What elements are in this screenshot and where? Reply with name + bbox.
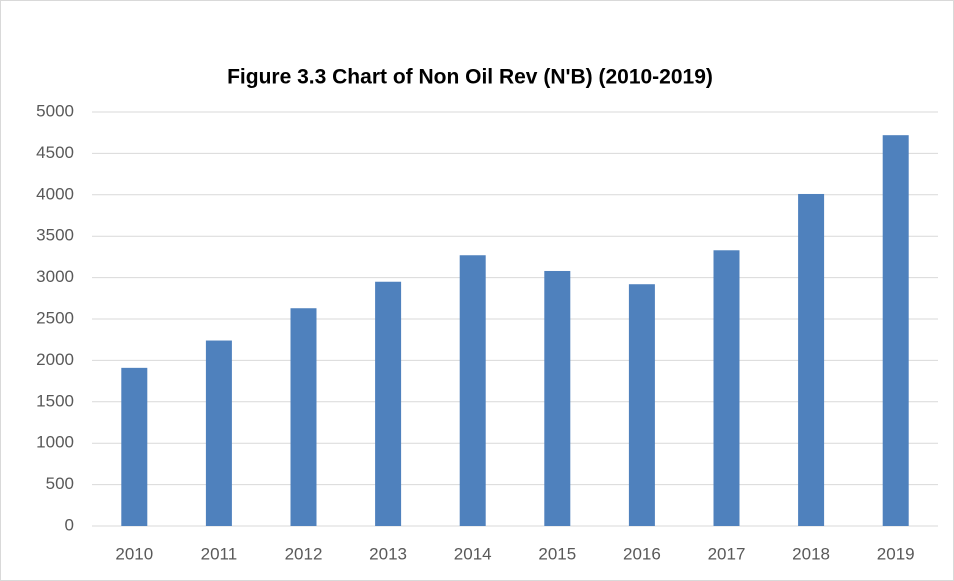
x-tick-label: 2012 <box>285 544 323 563</box>
y-tick-label: 0 <box>65 515 74 534</box>
x-tick-label: 2016 <box>623 544 661 563</box>
chart-title: Figure 3.3 Chart of Non Oil Rev (N'B) (2… <box>227 66 713 89</box>
x-tick-label: 2013 <box>369 544 407 563</box>
y-tick-label: 4500 <box>36 143 74 162</box>
x-tick-label: 2011 <box>201 544 238 563</box>
x-tick-label: 2018 <box>792 544 830 563</box>
x-tick-label: 2017 <box>708 544 746 563</box>
x-tick-label: 2015 <box>538 544 576 563</box>
bar <box>290 308 317 526</box>
y-tick-label: 2000 <box>36 350 74 369</box>
bar <box>713 250 740 526</box>
bar <box>459 255 486 526</box>
y-tick-label: 4000 <box>36 184 74 203</box>
y-tick-label: 3000 <box>36 267 74 286</box>
y-tick-label: 1500 <box>36 391 74 410</box>
y-tick-label: 2500 <box>36 308 74 327</box>
bar <box>544 270 571 526</box>
y-tick-label: 3500 <box>36 226 74 245</box>
bar <box>628 284 655 526</box>
bar <box>205 340 232 526</box>
x-tick-label: 2019 <box>877 544 915 563</box>
bar <box>798 193 825 527</box>
bar <box>882 135 909 526</box>
x-tick-label: 2014 <box>454 544 492 563</box>
bar <box>375 281 402 526</box>
x-tick-label: 2010 <box>115 544 153 563</box>
y-tick-label: 500 <box>46 474 74 493</box>
bar <box>121 367 148 526</box>
y-tick-label: 1000 <box>36 433 74 452</box>
y-tick-label: 5000 <box>36 101 74 120</box>
